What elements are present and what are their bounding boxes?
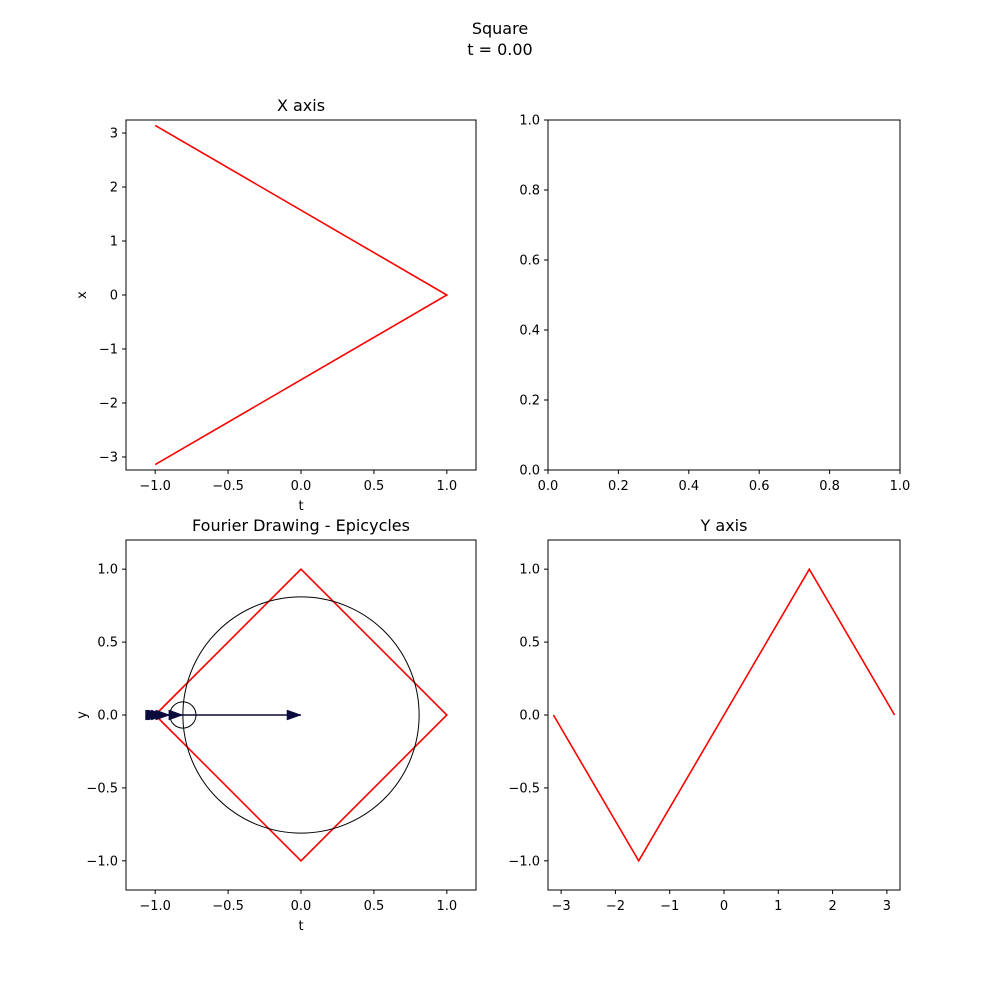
y-axis-label: x	[75, 291, 90, 299]
x-tick-label: 1.0	[436, 479, 457, 494]
x-tick-label: 0.0	[291, 479, 312, 494]
y-tick-label: −0.5	[86, 781, 118, 796]
epicycle-vector-6	[145, 709, 161, 721]
y-tick-label: −3	[99, 450, 118, 465]
y-tick-label: 1.0	[519, 563, 540, 578]
y-tick-label: −2	[99, 396, 118, 411]
figure-title: Square	[472, 19, 528, 38]
y-tick-label: 0.8	[519, 184, 540, 199]
y-tick-label: −1.0	[508, 854, 540, 869]
y-tick-label: 0.5	[519, 636, 540, 651]
chart-title: X axis	[277, 96, 325, 115]
empty-chart: 0.0 0.2 0.4 0.6 0.8 1.0 0.0 0.2 0.4 0.6 0.8 1.0	[519, 114, 910, 495]
x-tick-label: −0.5	[212, 899, 244, 914]
series-line-0	[552, 567, 896, 863]
y-tick-label: 2	[110, 181, 118, 196]
x-tick-label: −1	[660, 899, 679, 914]
y-tick-label: 1.0	[97, 563, 118, 578]
chart-title: Fourier Drawing - Epicycles	[192, 516, 410, 535]
y-tick-label: 0.0	[97, 709, 118, 724]
x-tick-label: 0	[720, 899, 728, 914]
x-tick-label: 2	[828, 899, 836, 914]
x-tick-label: 1.0	[890, 479, 911, 494]
x-tick-label: 0.0	[291, 899, 312, 914]
y-tick-label: 0.6	[519, 254, 540, 269]
figure-subtitle: t = 0.00	[467, 40, 532, 59]
x-tick-label: 0.2	[608, 479, 629, 494]
series-line-0	[154, 124, 449, 466]
x-tick-label: −1.0	[139, 899, 171, 914]
axes-frame	[547, 119, 901, 471]
y-tick-label: 0.4	[519, 324, 540, 339]
x-axis-label: t	[298, 919, 303, 934]
y-tick-label: 1.0	[519, 114, 540, 129]
x-tick-label: −2	[606, 899, 625, 914]
x-tick-label: 0.5	[364, 479, 385, 494]
x-tick-label: −1.0	[139, 479, 171, 494]
chart-title: Y axis	[700, 516, 748, 535]
x-tick-label: −3	[552, 899, 571, 914]
x-axis-chart: −1.0 −0.5 0.0 0.5 1.0 −3 −2 −1 0 1 2 3 X axis t x	[75, 96, 477, 514]
y-tick-label: 0.0	[519, 709, 540, 724]
x-tick-label: 0.5	[364, 899, 385, 914]
y-tick-label: 0.0	[519, 464, 540, 479]
x-tick-label: 0.0	[538, 479, 559, 494]
x-tick-label: 0.4	[678, 479, 699, 494]
y-axis-chart: −3 −2 −1 0 1 2 3 −1.0 −0.5 0.0 0.5 1.0 Y axis	[508, 516, 901, 914]
y-tick-label: 3	[110, 127, 118, 142]
plot-area	[145, 568, 448, 862]
epicycle-vector-0	[182, 709, 302, 721]
x-tick-label: 1.0	[436, 899, 457, 914]
plot-area	[552, 567, 896, 863]
x-axis-label: t	[298, 499, 303, 514]
y-tick-label: 0	[110, 289, 118, 304]
x-tick-label: 0.6	[749, 479, 770, 494]
x-tick-label: 0.8	[819, 479, 840, 494]
y-tick-label: 0.5	[97, 636, 118, 651]
y-tick-label: −1	[99, 342, 118, 357]
y-tick-label: 0.2	[519, 394, 540, 409]
x-tick-label: 3	[883, 899, 891, 914]
y-tick-label: −0.5	[508, 781, 540, 796]
x-tick-label: −0.5	[212, 479, 244, 494]
epicycles-chart: −1.0 −0.5 0.0 0.5 1.0 −1.0 −0.5 0.0 0.5 1.0 Fourie…	[75, 516, 477, 934]
y-tick-label: −1.0	[86, 854, 118, 869]
y-axis-label: y	[75, 711, 90, 719]
plot-area	[154, 124, 449, 466]
series-line-0	[154, 568, 448, 862]
y-tick-label: 1	[110, 235, 118, 250]
x-tick-label: 1	[774, 899, 782, 914]
